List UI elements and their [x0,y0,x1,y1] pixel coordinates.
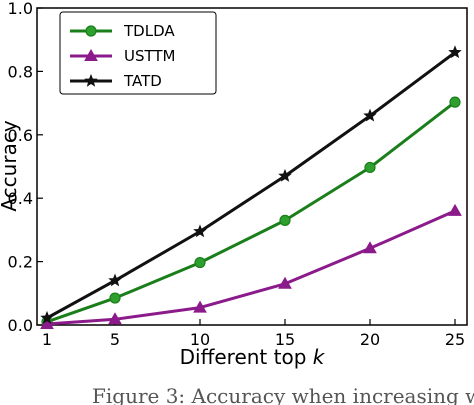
y-tick-label: 0.0 [8,316,33,335]
series-usttm [40,203,462,330]
data-point-tatd [193,224,207,238]
x-axis-label: Different top k [180,345,326,369]
x-tick-label: 20 [360,330,380,349]
data-point-tatd [40,310,54,324]
legend-label: USTTM [124,47,176,65]
legend-item: USTTM [70,47,176,65]
y-tick-label: 0.6 [8,126,33,145]
data-point-usttm [448,203,462,216]
series-line-tdlda [46,100,456,324]
legend-label: TATD [123,72,162,90]
data-point-usttm [40,317,54,330]
legend: TDLDA USTTM TATD [59,11,217,95]
data-point-usttm [363,241,377,254]
x-tick-label: 15 [275,330,295,349]
series-tatd [40,45,462,324]
y-tick-label: 1.0 [8,0,33,18]
legend-swatch-marker [85,25,97,37]
axis-ticks: 1 5 10 15 20 250.00.20.40.60.81.0 [8,0,466,349]
legend-swatch-marker [84,73,98,87]
x-tick-label: 5 [110,330,120,349]
y-axis-label: Accuracy [0,120,21,211]
data-point-usttm [108,312,122,325]
data-point-usttm [193,300,207,313]
data-point-tatd [363,108,377,122]
series-tdlda [41,96,461,328]
figure-caption: Figure 3: Accuracy when increasing with … [92,384,474,405]
legend-item: TDLDA [70,22,175,40]
data-point-tatd [278,168,292,182]
data-point-tdlda [194,256,206,269]
x-axis-label-var: k [313,345,326,369]
data-point-tdlda [109,292,121,304]
series-layer [40,45,462,330]
data-point-tdlda [279,214,291,226]
data-point-tdlda [449,96,461,108]
data-point-tatd [108,273,122,287]
y-tick-label: 0.8 [8,62,33,81]
data-point-tatd [448,45,462,59]
y-tick-label: 0.4 [8,189,33,208]
data-point-tdlda [364,161,376,174]
x-axis-label-prefix: Different top [180,345,313,369]
legend-swatch-marker [84,48,98,61]
y-tick-label: 0.2 [8,253,33,272]
data-point-usttm [278,276,292,289]
series-line-tatd [46,51,456,320]
series-line-usttm [46,209,456,326]
x-tick-label: 10 [190,330,210,349]
legend-label: TDLDA [123,22,175,40]
legend-item: TATD [70,72,162,90]
x-tick-label: 1 [42,330,52,349]
plot-frame [36,7,468,326]
x-tick-label: 25 [445,330,465,349]
